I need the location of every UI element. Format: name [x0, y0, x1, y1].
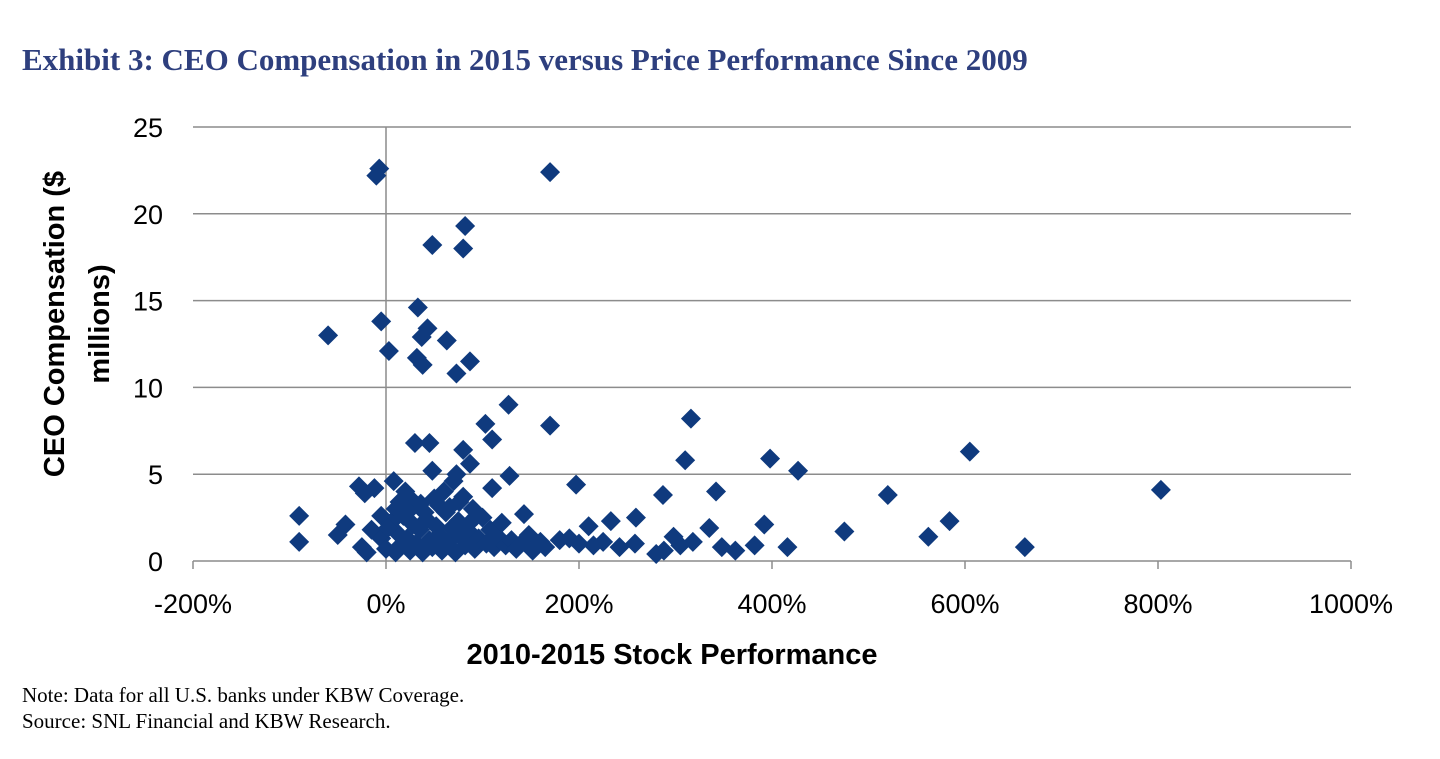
y-axis-title-line: CEO Compensation ($: [39, 171, 71, 477]
data-point: [918, 526, 939, 547]
data-point: [593, 531, 614, 552]
x-axis-title: 2010-2015 Stock Performance: [466, 639, 877, 671]
data-point: [412, 354, 433, 375]
data-point: [356, 542, 377, 563]
x-tick-label: -200%: [154, 589, 232, 619]
y-tick-label: 5: [148, 460, 163, 490]
y-tick-label: 10: [133, 373, 163, 403]
data-point: [422, 235, 443, 256]
data-point: [877, 485, 898, 506]
data-point: [711, 537, 732, 558]
data-point: [482, 429, 503, 450]
data-point: [744, 535, 765, 556]
data-point: [491, 512, 512, 533]
x-tick-label: 1000%: [1309, 589, 1393, 619]
data-point: [625, 507, 646, 528]
data-point: [670, 535, 691, 556]
data-point: [566, 474, 587, 495]
y-axis-title-line: millions): [84, 264, 116, 383]
data-point: [466, 505, 487, 526]
data-point: [959, 441, 980, 462]
data-point: [318, 325, 339, 346]
y-tick-label: 20: [133, 200, 163, 230]
x-tick-label: 600%: [930, 589, 999, 619]
data-point: [652, 485, 673, 506]
x-tick-label: 800%: [1123, 589, 1192, 619]
data-point: [535, 537, 556, 558]
data-point: [377, 518, 398, 539]
data-point: [754, 514, 775, 535]
data-point: [453, 238, 474, 259]
y-tick-label: 15: [133, 287, 163, 317]
data-point: [446, 363, 467, 384]
data-point: [600, 511, 621, 532]
data-point: [706, 481, 727, 502]
scatter-chart: 0 5 10 15 20 25 -200% 0% 200% 400% 600% 800% 1000% 20…: [39, 113, 1393, 671]
data-point: [653, 540, 674, 561]
data-point: [834, 521, 855, 542]
data-point: [725, 540, 746, 561]
data-point: [760, 448, 781, 469]
data-point: [411, 327, 432, 348]
data-point: [455, 215, 476, 236]
data-point: [289, 505, 310, 526]
data-point: [453, 439, 474, 460]
data-point: [449, 491, 470, 512]
y-axis-title: CEO Compensation ($ millions): [39, 171, 116, 477]
data-point: [419, 432, 440, 453]
data-point: [777, 537, 798, 558]
data-point: [459, 453, 480, 474]
y-tick-label: 0: [148, 547, 163, 577]
data-point: [699, 518, 720, 539]
x-tick-label: 400%: [737, 589, 806, 619]
data-point: [424, 488, 445, 509]
data-point: [289, 531, 310, 552]
data-point: [443, 471, 464, 492]
data-point: [404, 432, 425, 453]
data-point: [540, 415, 561, 436]
data-point: [422, 460, 443, 481]
chart-note: Note: Data for all U.S. banks under KBW …: [22, 683, 465, 707]
data-point: [675, 450, 696, 471]
data-point: [680, 408, 701, 429]
data-point: [1014, 537, 1035, 558]
x-tick-label: 0%: [366, 589, 405, 619]
chart-title: Exhibit 3: CEO Compensation in 2015 vers…: [22, 42, 1028, 77]
data-point: [475, 413, 496, 434]
data-point: [371, 311, 392, 332]
data-point: [482, 478, 503, 499]
data-point: [788, 460, 809, 481]
x-tick-label: 200%: [544, 589, 613, 619]
data-point: [436, 330, 457, 351]
data-point: [378, 340, 399, 361]
data-point: [624, 533, 645, 554]
data-point: [939, 511, 960, 532]
chart-source: Source: SNL Financial and KBW Research.: [22, 709, 391, 733]
data-point: [1150, 479, 1171, 500]
data-point: [499, 465, 520, 486]
data-point: [385, 542, 406, 563]
data-point: [578, 516, 599, 537]
data-point: [540, 162, 561, 183]
data-point: [569, 533, 589, 554]
data-point: [609, 537, 630, 558]
data-point: [513, 504, 534, 525]
data-point: [459, 351, 480, 372]
y-tick-label: 25: [133, 113, 163, 143]
data-point: [407, 297, 428, 318]
data-point: [354, 483, 375, 504]
data-point: [366, 165, 387, 186]
data-point: [327, 524, 348, 545]
data-point: [383, 471, 404, 492]
data-point: [498, 394, 519, 415]
